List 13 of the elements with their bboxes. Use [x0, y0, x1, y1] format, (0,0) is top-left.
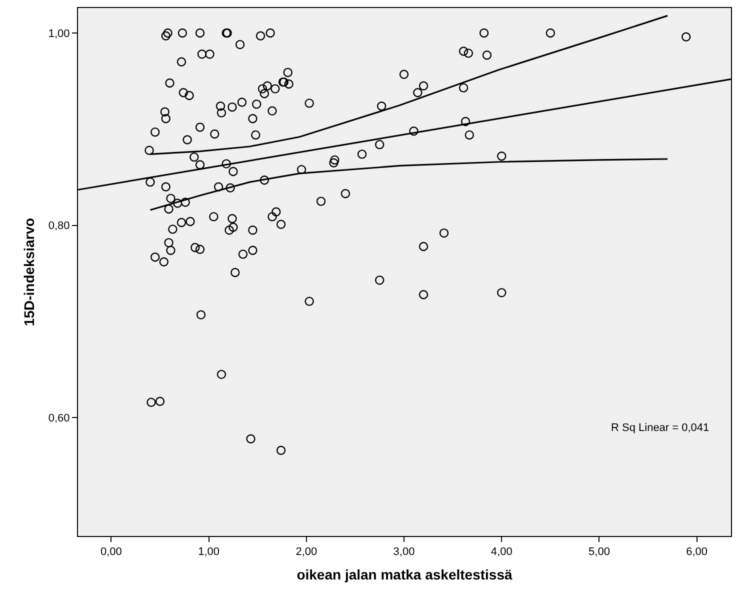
- x-tick-label: 6,00: [686, 546, 708, 558]
- x-axis-title: oikean jalan matka askeltestissä: [296, 566, 512, 582]
- annotation: R Sq Linear = 0,041: [611, 422, 710, 434]
- y-tick-label: 1,00: [48, 28, 70, 40]
- x-tick-label: 4,00: [490, 546, 512, 558]
- x-tick-label: 3,00: [393, 546, 415, 558]
- y-tick-label: 0,60: [48, 412, 70, 425]
- x-tick-label: 1,00: [198, 546, 220, 558]
- x-tick-label: 5,00: [588, 546, 610, 558]
- x-tick-label: 0,00: [100, 546, 122, 558]
- y-tick-label: 0,80: [48, 220, 70, 232]
- x-tick-label: 2,00: [296, 546, 318, 558]
- y-axis-title: 15D-indeksiarvo: [20, 218, 37, 326]
